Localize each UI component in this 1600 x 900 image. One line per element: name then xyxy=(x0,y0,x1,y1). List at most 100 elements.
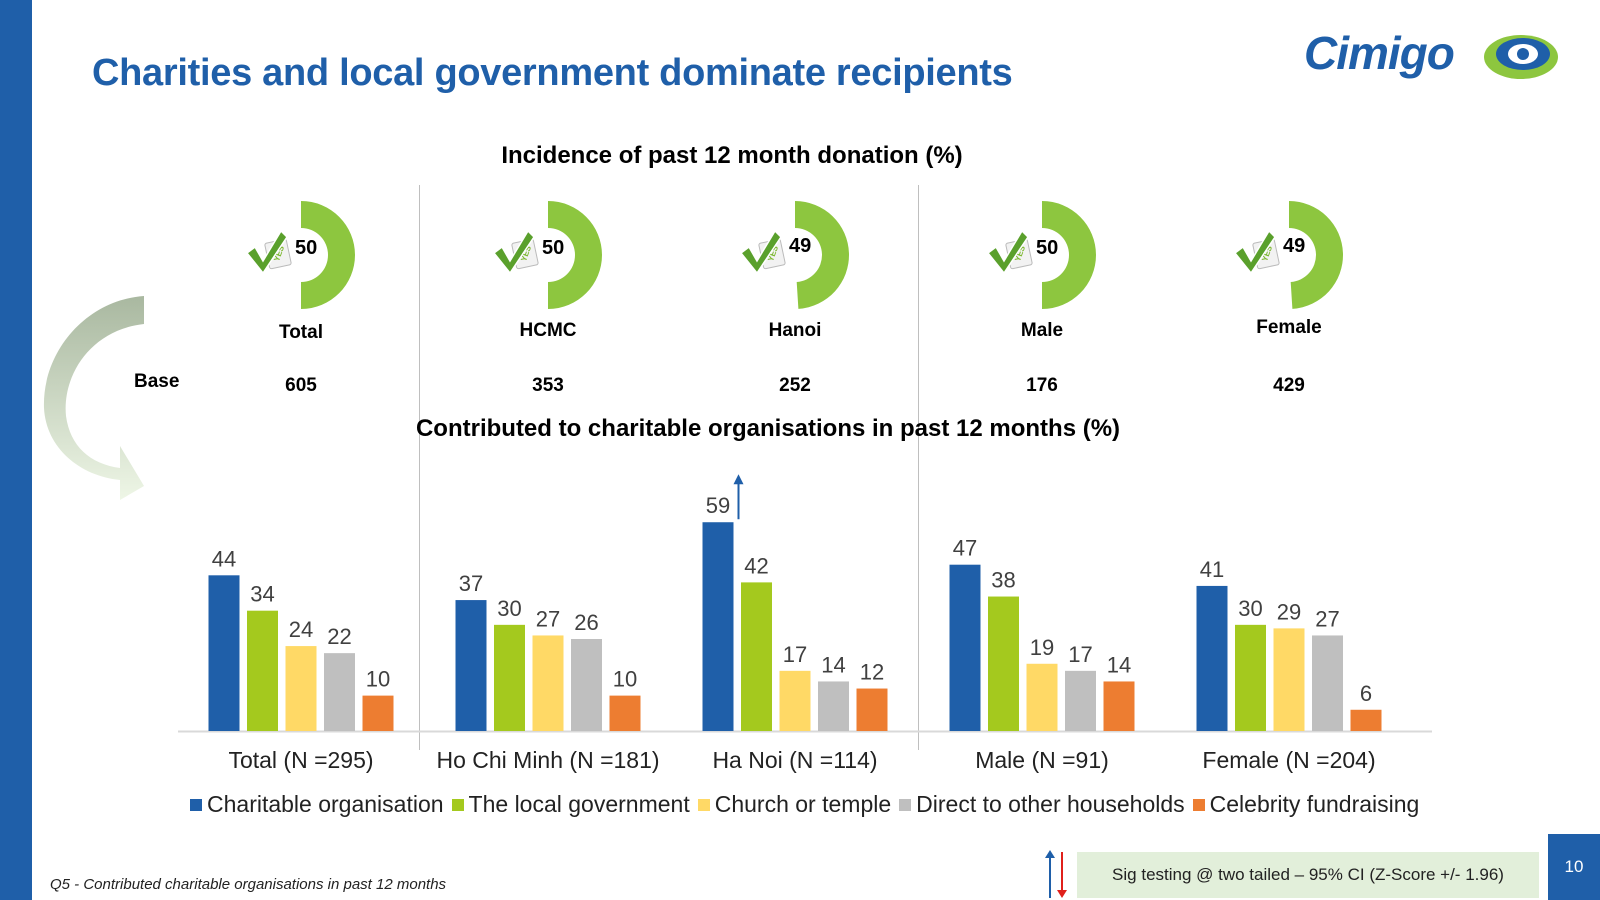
bar-celebrity-fundraising xyxy=(609,695,641,731)
legend-item: Direct to other households xyxy=(899,791,1185,818)
legend-swatch xyxy=(697,798,710,811)
bar-direct-to-other-households xyxy=(324,653,355,731)
category-label: Male (N =91) xyxy=(975,747,1109,773)
footnote: Q5 - Contributed charitable organisation… xyxy=(50,876,447,893)
data-label: 14 xyxy=(1107,652,1131,677)
legend-swatch xyxy=(1192,798,1205,811)
bar-charitable-organisation xyxy=(949,564,981,731)
bar-the-local-government xyxy=(988,596,1019,731)
segment-label: HCMC xyxy=(519,320,577,341)
legend-item: Charitable organisation xyxy=(190,791,444,818)
legend-swatch xyxy=(451,798,464,811)
data-label: 17 xyxy=(783,642,807,667)
logo-text: Cimigo xyxy=(1304,27,1455,79)
base-value: 353 xyxy=(532,375,564,396)
bar-the-local-government xyxy=(741,582,772,731)
bar-charitable-organisation xyxy=(702,522,734,731)
eye-logo-icon xyxy=(1484,35,1558,79)
sig-up-arrow-head xyxy=(733,474,744,485)
curved-down-arrow-icon xyxy=(43,296,144,500)
legend-item: The local government xyxy=(451,791,690,818)
data-label: 19 xyxy=(1030,635,1054,660)
donut-value: 50 xyxy=(1036,237,1059,259)
base-value: 605 xyxy=(285,375,317,396)
data-label: 27 xyxy=(536,606,560,631)
donut-slice xyxy=(301,201,355,309)
bar-direct-to-other-households xyxy=(571,639,602,731)
bar-charitable-organisation xyxy=(1196,585,1228,731)
data-label: 38 xyxy=(991,568,1015,593)
bar-charitable-organisation xyxy=(455,600,487,731)
category-label: Female (N =204) xyxy=(1202,747,1375,773)
yes-check-icon: YES xyxy=(739,229,786,275)
legend-item: Celebrity fundraising xyxy=(1192,791,1420,818)
category-label: Total (N =295) xyxy=(228,747,373,773)
legend-label: Celebrity fundraising xyxy=(1209,791,1420,817)
data-label: 10 xyxy=(366,667,390,692)
data-label: 22 xyxy=(327,624,351,649)
segment-label: Female xyxy=(1256,317,1322,338)
donut-slice xyxy=(795,201,849,309)
data-label: 14 xyxy=(821,652,845,677)
data-label: 6 xyxy=(1360,681,1372,706)
data-label: 27 xyxy=(1315,606,1339,631)
data-label: 30 xyxy=(497,596,521,621)
data-label: 42 xyxy=(744,553,768,578)
data-label: 41 xyxy=(1200,557,1224,582)
donut-value: 49 xyxy=(789,235,812,257)
donut-slice xyxy=(1042,201,1096,309)
bar-direct-to-other-households xyxy=(818,681,849,731)
category-label: Ha Noi (N =114) xyxy=(712,747,877,773)
bar-the-local-government xyxy=(1235,624,1266,731)
data-label: 34 xyxy=(250,582,274,607)
legend-item: Church or temple xyxy=(697,791,892,818)
bar-church-or-temple xyxy=(1273,628,1305,731)
page-title: Charities and local government dominate … xyxy=(92,52,1013,94)
data-label: 37 xyxy=(459,571,483,596)
legend-label: Direct to other households xyxy=(916,791,1185,817)
category-label: Ho Chi Minh (N =181) xyxy=(436,747,659,773)
page-number: 10 xyxy=(1548,834,1600,900)
bar-the-local-government xyxy=(247,610,278,731)
segment-label: Male xyxy=(1020,320,1064,341)
yes-check-icon: YES xyxy=(245,229,292,275)
divider-1 xyxy=(419,185,420,750)
incidence-donut-hanoi: YES 49 xyxy=(735,195,855,315)
data-label: 26 xyxy=(574,610,598,635)
bar-church-or-temple xyxy=(285,646,317,731)
segment-label: Hanoi xyxy=(768,320,822,341)
yes-check-icon: YES xyxy=(1233,229,1280,275)
bar-charitable-organisation xyxy=(208,575,240,731)
base-value: 252 xyxy=(779,375,811,396)
cimigo-logo: Cimigo xyxy=(1300,20,1560,90)
bar-the-local-government xyxy=(494,624,525,731)
data-label: 12 xyxy=(860,660,884,685)
incidence-donut-male: YES 50 xyxy=(982,195,1102,315)
bar-church-or-temple xyxy=(1026,663,1058,731)
bar-celebrity-fundraising xyxy=(856,688,888,731)
sig-testing-note: Sig testing @ two tailed – 95% CI (Z-Sco… xyxy=(1077,852,1539,898)
legend-label: Charitable organisation xyxy=(207,791,444,817)
incidence-donut-total: YES 50 xyxy=(241,195,361,315)
left-accent-bar xyxy=(0,0,32,900)
donut-value: 50 xyxy=(542,237,565,259)
legend-label: Church or temple xyxy=(714,791,892,817)
data-label: 24 xyxy=(289,617,313,642)
base-label: Base xyxy=(134,371,180,392)
legend-label: The local government xyxy=(468,791,690,817)
data-label: 10 xyxy=(613,667,637,692)
incidence-title: Incidence of past 12 month donation (%) xyxy=(501,142,963,169)
donut-value: 50 xyxy=(295,237,318,259)
chart-legend: Charitable organisation The local governm… xyxy=(190,791,1427,818)
data-label: 47 xyxy=(953,536,977,561)
bar-celebrity-fundraising xyxy=(1350,709,1382,731)
donut-slice xyxy=(1289,201,1343,309)
data-label: 44 xyxy=(212,546,236,571)
sig-arrows-icon xyxy=(1045,850,1067,898)
donut-slice xyxy=(548,201,602,309)
legend-swatch xyxy=(899,798,912,811)
chart-title: Contributed to charitable organisations … xyxy=(416,415,1120,442)
legend-swatch xyxy=(190,798,202,811)
bar-celebrity-fundraising xyxy=(362,695,394,731)
